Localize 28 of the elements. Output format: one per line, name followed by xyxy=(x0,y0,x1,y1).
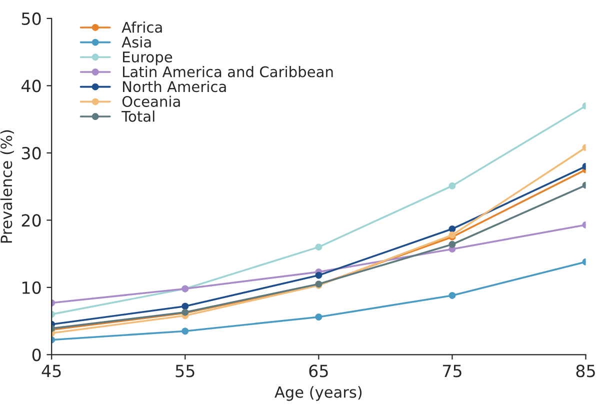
point xyxy=(315,272,322,279)
y-tick-label: 50 xyxy=(22,12,41,26)
y-tick-label: 20 xyxy=(22,214,41,227)
point xyxy=(448,225,456,232)
legend-label: Oceania xyxy=(122,96,180,107)
legend-label: Africa xyxy=(122,21,162,33)
point xyxy=(182,302,189,310)
x-tick-label: 55 xyxy=(176,364,194,378)
x-tick-label: 85 xyxy=(576,364,595,378)
point xyxy=(315,314,322,320)
point xyxy=(182,328,189,335)
point xyxy=(448,240,456,248)
legend-label: Total xyxy=(122,110,154,122)
y-tick-label: 40 xyxy=(21,80,41,92)
y-tick-label: 10 xyxy=(22,281,41,294)
legend-label: North America xyxy=(123,80,226,92)
y-axis-title: Prevalence (%) xyxy=(0,130,14,243)
legend-label: Latin America and Caribbean xyxy=(123,66,333,78)
y-tick-label: 0 xyxy=(32,348,41,362)
x-tick-label: 45 xyxy=(42,364,61,378)
legend-label: Asia xyxy=(122,36,151,48)
y-tick-label: 30 xyxy=(22,146,41,160)
point xyxy=(448,231,456,238)
x-tick-label: 75 xyxy=(442,364,462,378)
legend-label: Europe xyxy=(123,52,172,66)
x-axis-title: Age (years) xyxy=(274,386,362,401)
point xyxy=(448,292,456,299)
x-tick-label: 65 xyxy=(309,364,328,378)
